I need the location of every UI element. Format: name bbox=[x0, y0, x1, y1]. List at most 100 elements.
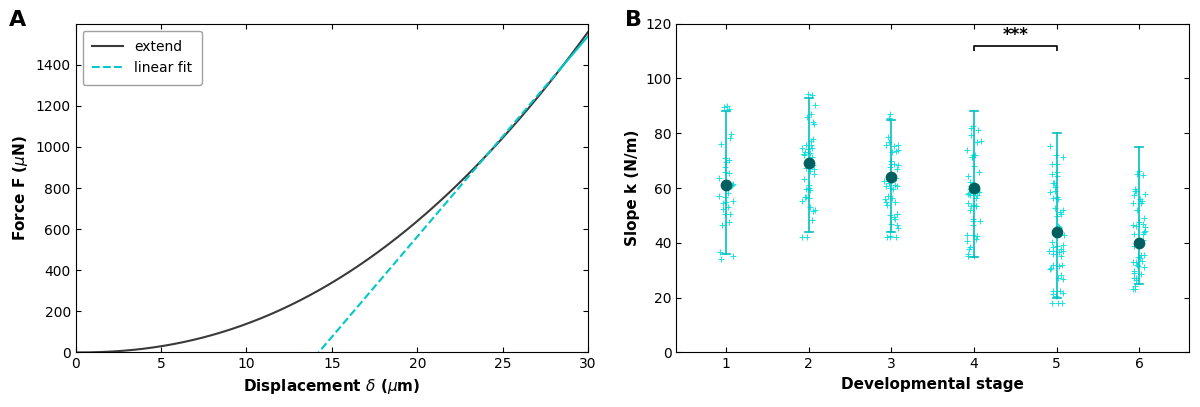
Point bbox=[794, 176, 814, 182]
Point bbox=[1123, 286, 1142, 293]
Point bbox=[888, 182, 907, 189]
Point bbox=[1124, 186, 1144, 193]
Point bbox=[1054, 207, 1073, 214]
extend bbox=[68, 350, 83, 355]
Point bbox=[967, 187, 986, 194]
Point bbox=[805, 207, 824, 213]
Point bbox=[1132, 271, 1151, 277]
Point bbox=[1045, 230, 1064, 237]
Point bbox=[883, 186, 902, 193]
Point bbox=[881, 228, 900, 234]
Point bbox=[1045, 204, 1064, 211]
Point bbox=[883, 194, 902, 201]
Point bbox=[803, 162, 822, 168]
Point bbox=[959, 191, 978, 197]
Point bbox=[958, 232, 977, 238]
Point bbox=[878, 134, 898, 140]
Point bbox=[803, 119, 822, 125]
extend bbox=[121, 348, 136, 353]
Point bbox=[884, 161, 904, 167]
Point bbox=[721, 131, 740, 138]
Point bbox=[883, 175, 902, 182]
Point bbox=[724, 197, 743, 204]
Point bbox=[960, 192, 979, 198]
Point bbox=[1128, 261, 1147, 268]
Point bbox=[709, 193, 728, 200]
Point bbox=[1043, 291, 1062, 298]
Point bbox=[794, 151, 814, 158]
Point bbox=[719, 204, 738, 210]
Point bbox=[710, 249, 730, 256]
Point bbox=[796, 193, 815, 200]
linear fit bbox=[478, 155, 492, 160]
Point bbox=[966, 236, 985, 243]
linear fit bbox=[488, 143, 503, 148]
Point bbox=[724, 181, 743, 187]
Point bbox=[876, 196, 895, 202]
Point bbox=[967, 233, 986, 240]
Point bbox=[1046, 152, 1066, 159]
Point bbox=[1129, 240, 1148, 246]
Point bbox=[714, 181, 733, 187]
Point bbox=[1054, 154, 1073, 160]
Point bbox=[802, 111, 821, 117]
Point bbox=[796, 186, 815, 193]
Point bbox=[796, 148, 815, 155]
Point bbox=[881, 212, 900, 219]
Point bbox=[1048, 212, 1067, 219]
Point bbox=[1042, 161, 1061, 167]
Point bbox=[1135, 190, 1154, 197]
Point bbox=[1049, 274, 1068, 281]
Point bbox=[886, 182, 905, 189]
Point bbox=[716, 199, 736, 205]
Text: B: B bbox=[625, 11, 642, 31]
Point bbox=[960, 186, 979, 193]
Point bbox=[888, 166, 907, 173]
Point bbox=[877, 234, 896, 241]
Point bbox=[805, 101, 824, 108]
Point bbox=[967, 188, 986, 195]
Point bbox=[1052, 300, 1072, 306]
Point bbox=[797, 114, 816, 120]
Point bbox=[887, 222, 906, 228]
Text: A: A bbox=[10, 11, 26, 31]
Point bbox=[960, 206, 979, 213]
Point bbox=[804, 121, 823, 128]
Point bbox=[887, 234, 906, 241]
Point bbox=[1127, 276, 1146, 283]
Point bbox=[804, 136, 823, 142]
Point bbox=[1049, 263, 1068, 269]
Point bbox=[1127, 259, 1146, 266]
Point bbox=[1052, 276, 1072, 282]
Point bbox=[802, 142, 821, 149]
Point bbox=[965, 185, 984, 191]
Point bbox=[1043, 262, 1062, 269]
Point bbox=[1135, 252, 1154, 258]
Point bbox=[1050, 231, 1069, 238]
Point bbox=[1048, 243, 1067, 249]
Point bbox=[1128, 263, 1147, 269]
Point bbox=[1042, 171, 1061, 177]
Point bbox=[715, 211, 734, 217]
Point bbox=[960, 190, 979, 196]
Point bbox=[958, 238, 977, 244]
Point bbox=[1049, 223, 1068, 230]
Point bbox=[805, 166, 824, 173]
Point bbox=[881, 234, 900, 241]
Point bbox=[793, 234, 812, 241]
Point bbox=[802, 138, 821, 144]
Point bbox=[1132, 252, 1151, 258]
Point bbox=[1044, 250, 1063, 257]
Point bbox=[714, 206, 733, 212]
Point bbox=[710, 141, 730, 148]
Point bbox=[716, 186, 736, 193]
Point bbox=[802, 154, 821, 160]
Point bbox=[1129, 167, 1148, 174]
Point bbox=[1124, 191, 1144, 198]
Point bbox=[1051, 287, 1070, 294]
Point bbox=[1123, 221, 1142, 228]
Point bbox=[800, 168, 820, 174]
Point bbox=[1123, 199, 1142, 206]
Point bbox=[1054, 290, 1073, 297]
Point bbox=[880, 111, 899, 117]
